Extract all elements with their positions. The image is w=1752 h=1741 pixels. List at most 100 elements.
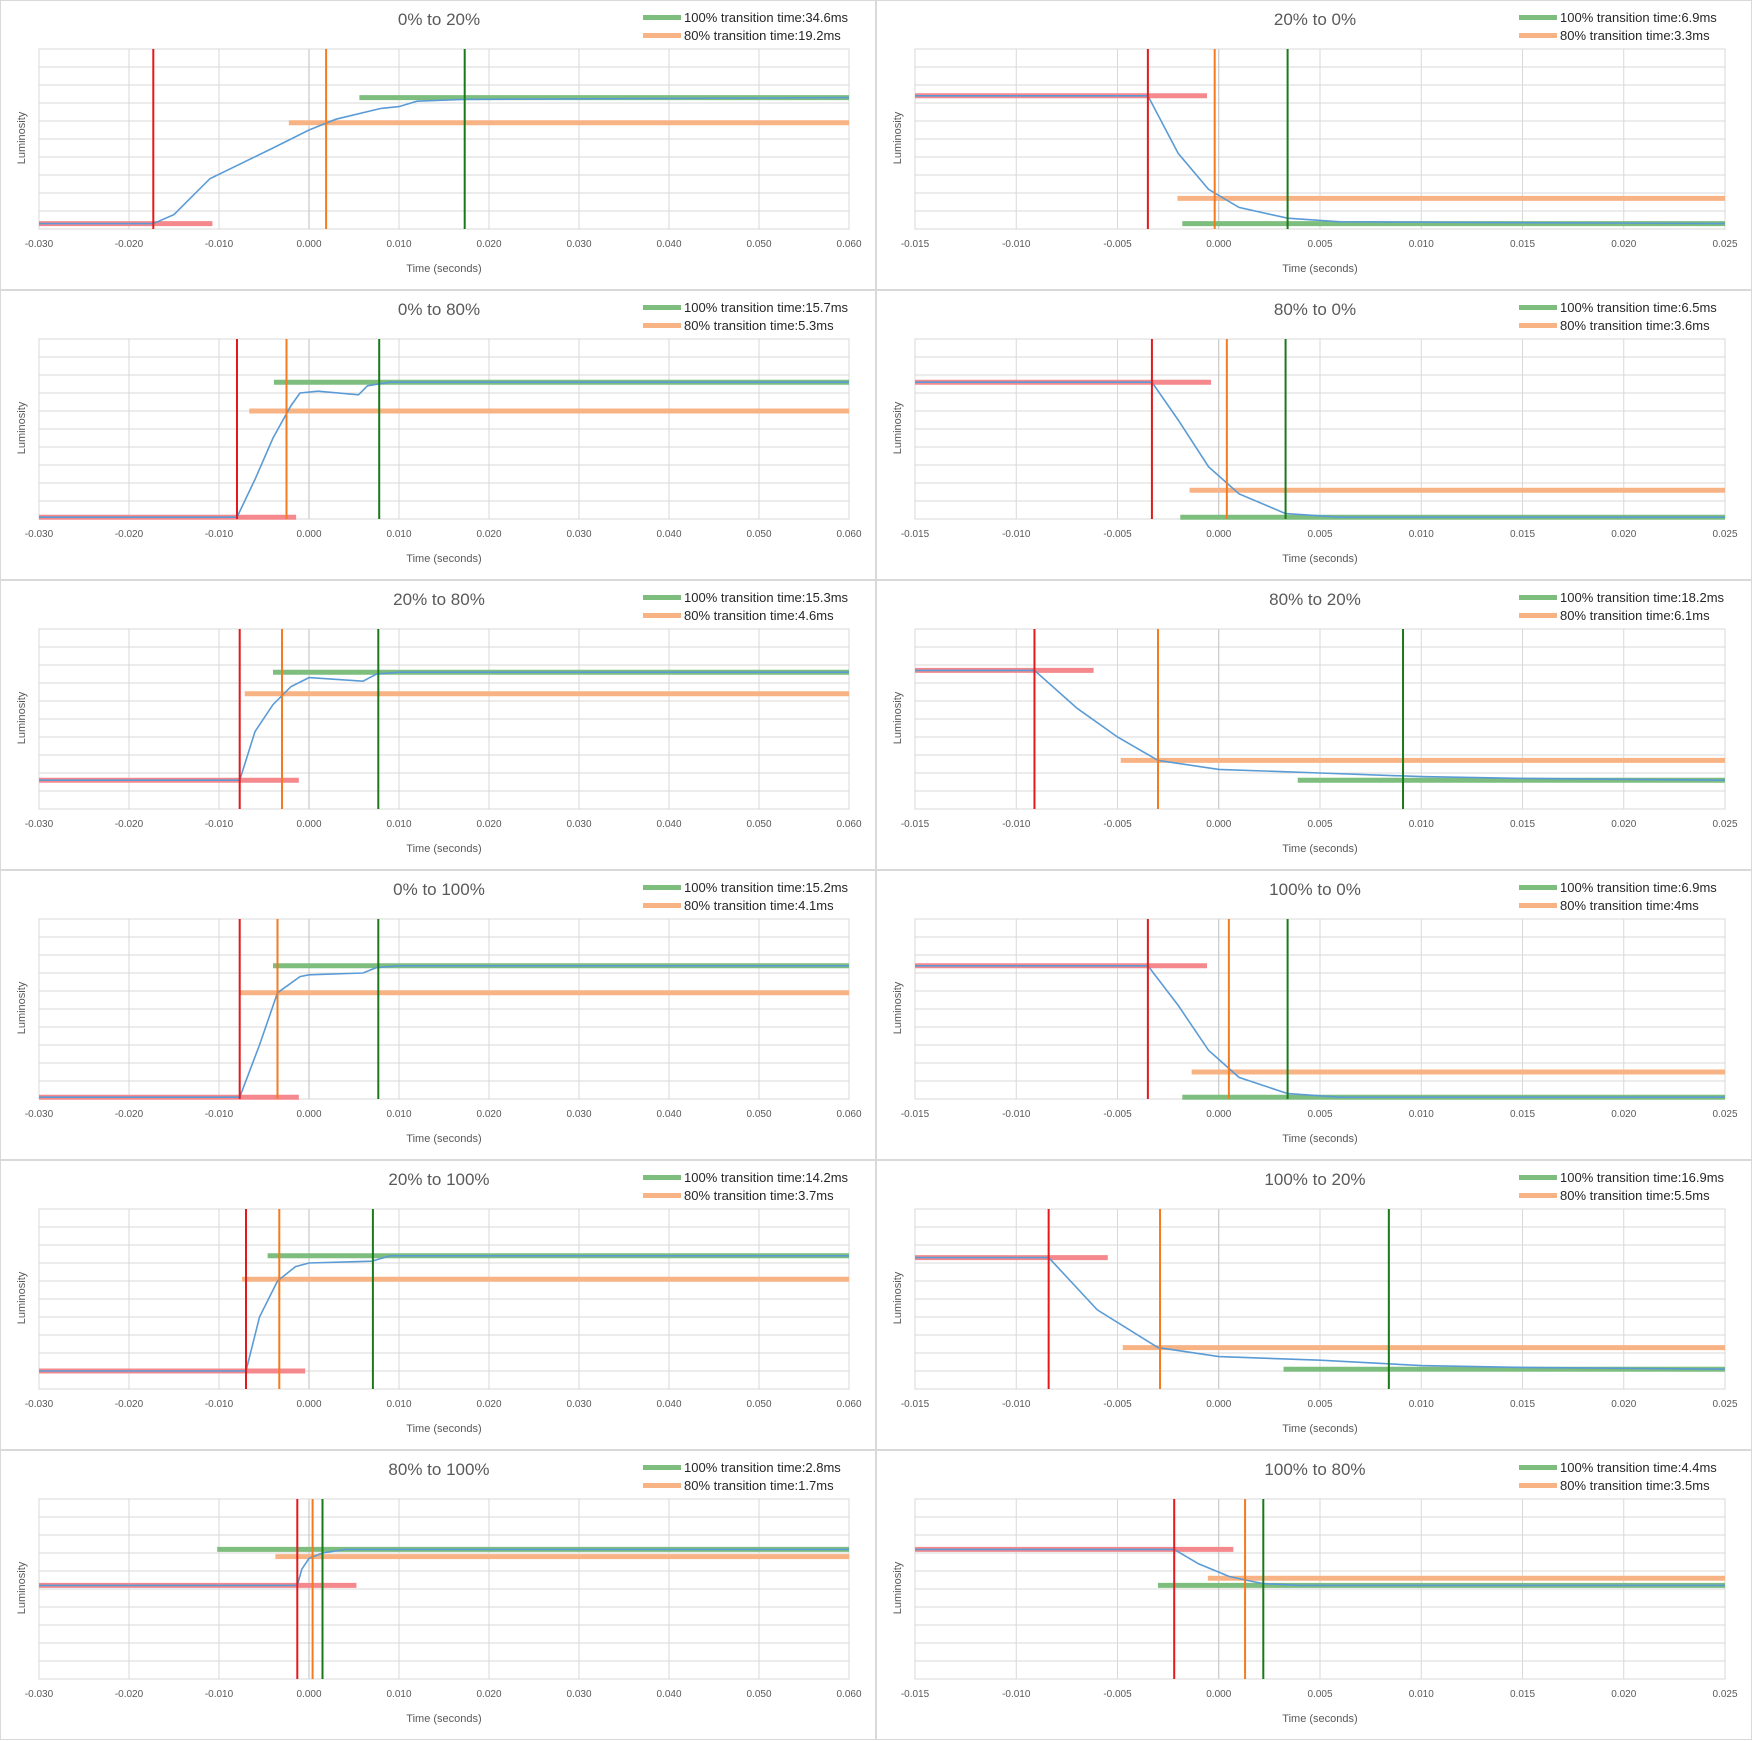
x-tick-label: 0.050 — [746, 819, 771, 830]
legend: 100% transition time: 16.9ms 80% transiti… — [1519, 1168, 1724, 1204]
x-tick-label: 0.030 — [566, 1689, 591, 1700]
chart-svg: -0.015 -0.010 -0.005 0.000 0.005 0.010 0.015 0.… — [901, 918, 1738, 1120]
x-tick-label: 0.030 — [566, 239, 591, 250]
legend-prefix: 80% transition time: — [684, 897, 799, 913]
x-tick-label: 0.025 — [1712, 239, 1737, 250]
x-tick-label: -0.020 — [115, 529, 144, 540]
legend-entry-t80: 80% transition time: 4.6ms — [643, 606, 848, 624]
x-tick-label: -0.005 — [1103, 529, 1132, 540]
legend-prefix: 100% transition time: — [684, 1169, 806, 1185]
legend: 100% transition time: 15.3ms 80% transiti… — [643, 588, 848, 624]
x-tick-label: -0.015 — [901, 1399, 930, 1410]
x-axis-label: Time (seconds) — [1282, 1713, 1358, 1725]
legend-swatch — [1519, 1192, 1557, 1198]
chart-title: 80% to 0% — [1273, 300, 1357, 319]
legend: 100% transition time: 6.9ms 80% transitio… — [1519, 8, 1717, 44]
x-tick-label: -0.030 — [25, 529, 54, 540]
x-tick-label: 0.015 — [1510, 1399, 1535, 1410]
x-tick-label: 0.000 — [1206, 1689, 1231, 1700]
x-tick-label: 0.000 — [296, 1399, 321, 1410]
x-tick-label: 0.010 — [386, 819, 411, 830]
legend-value: 4.6ms — [798, 607, 834, 623]
x-tick-label: 0.020 — [476, 1399, 501, 1410]
legend: 100% transition time: 18.2ms 80% transiti… — [1519, 588, 1724, 624]
x-tick-label: 0.040 — [656, 529, 681, 540]
legend-entry-t80: 80% transition time: 3.3ms — [1519, 26, 1717, 44]
x-tick-label: 0.020 — [1611, 819, 1636, 830]
x-tick-label: 0.015 — [1510, 819, 1535, 830]
x-tick-label: 0.015 — [1510, 529, 1535, 540]
x-tick-label: 0.060 — [836, 239, 861, 250]
chart-svg: -0.015 -0.010 -0.005 0.000 0.005 0.010 0.015 0.… — [901, 628, 1738, 830]
x-tick-label: 0.025 — [1712, 529, 1737, 540]
x-tick-label: 0.030 — [566, 1399, 591, 1410]
legend-value: 4.4ms — [1681, 1459, 1717, 1475]
legend-swatch — [1519, 322, 1557, 328]
legend: 100% transition time: 34.6ms 80% transiti… — [643, 8, 848, 44]
legend-value: 4ms — [1674, 897, 1699, 913]
legend-swatch — [643, 322, 681, 328]
x-tick-label: 0.020 — [476, 819, 501, 830]
y-axis-label: Luminosity — [892, 691, 904, 745]
x-tick-label: 0.010 — [386, 239, 411, 250]
chart-title: 100% to 20% — [1264, 1170, 1366, 1189]
x-axis-label: Time (seconds) — [406, 1713, 482, 1725]
x-tick-label: 0.015 — [1510, 239, 1535, 250]
x-tick-label: 0.050 — [746, 239, 771, 250]
x-tick-label: -0.010 — [205, 1109, 234, 1120]
chart-panel: -0.015 -0.010 -0.005 0.000 0.005 0.010 0.015 0.… — [876, 1160, 1752, 1450]
legend-entry-t80: 80% transition time: 6.1ms — [1519, 606, 1724, 624]
legend: 100% transition time: 14.2ms 80% transiti… — [643, 1168, 848, 1204]
plot-area — [38, 1498, 850, 1680]
x-tick-label: 0.060 — [836, 1109, 861, 1120]
x-tick-label: -0.005 — [1103, 1399, 1132, 1410]
x-tick-label: 0.000 — [296, 239, 321, 250]
plot-area — [38, 1208, 850, 1390]
chart-svg: -0.030 -0.020 -0.010 0.000 0.010 0.020 0.030 0.… — [25, 1208, 862, 1410]
legend-value: 5.5ms — [1674, 1187, 1710, 1203]
legend-value: 6.1ms — [1674, 607, 1710, 623]
legend: 100% transition time: 6.5ms 80% transitio… — [1519, 298, 1717, 334]
legend-entry-t100: 100% transition time: 2.8ms — [643, 1458, 841, 1476]
x-tick-label: 0.000 — [1206, 1399, 1231, 1410]
chart-svg: -0.030 -0.020 -0.010 0.000 0.010 0.020 0.030 0.… — [25, 628, 862, 830]
chart-title: 80% to 100% — [388, 1460, 490, 1479]
legend-prefix: 100% transition time: — [684, 879, 806, 895]
x-tick-label: -0.005 — [1103, 819, 1132, 830]
legend-entry-t100: 100% transition time: 6.5ms — [1519, 298, 1717, 316]
chart-panel: -0.015 -0.010 -0.005 0.000 0.005 0.010 0.015 0.… — [876, 0, 1752, 290]
chart-svg: -0.015 -0.010 -0.005 0.000 0.005 0.010 0.015 0.… — [901, 338, 1738, 540]
chart-title: 20% to 0% — [1273, 10, 1357, 29]
legend-swatch — [643, 14, 681, 20]
x-tick-label: 0.010 — [1409, 239, 1434, 250]
x-tick-label: 0.015 — [1510, 1689, 1535, 1700]
chart-title: 0% to 20% — [397, 10, 481, 29]
legend-entry-t100: 100% transition time: 15.7ms — [643, 298, 848, 316]
x-tick-label: 0.040 — [656, 1109, 681, 1120]
chart-title: 20% to 80% — [393, 590, 485, 609]
legend-entry-t100: 100% transition time: 18.2ms — [1519, 588, 1724, 606]
x-axis-label: Time (seconds) — [1282, 1423, 1358, 1435]
x-tick-label: -0.010 — [205, 529, 234, 540]
legend-value: 15.2ms — [805, 879, 849, 895]
x-tick-label: 0.010 — [386, 1109, 411, 1120]
x-axis-label: Time (seconds) — [406, 1423, 482, 1435]
x-axis-label: Time (seconds) — [1282, 1133, 1358, 1145]
x-tick-label: 0.030 — [566, 819, 591, 830]
legend-value: 6.5ms — [1681, 299, 1717, 315]
legend-swatch — [1519, 594, 1557, 600]
y-axis-label: Luminosity — [16, 1561, 28, 1615]
legend-prefix: 80% transition time: — [684, 317, 799, 333]
legend-prefix: 100% transition time: — [1560, 1169, 1682, 1185]
x-tick-label: -0.020 — [115, 239, 144, 250]
legend-entry-t100: 100% transition time: 4.4ms — [1519, 1458, 1717, 1476]
legend-value: 3.3ms — [1674, 27, 1710, 43]
legend-value: 1.7ms — [798, 1477, 834, 1493]
x-tick-label: -0.020 — [115, 1109, 144, 1120]
luminosity-curve — [915, 669, 1726, 781]
legend-entry-t80: 80% transition time: 4.1ms — [643, 896, 848, 914]
legend-prefix: 100% transition time: — [684, 9, 806, 25]
x-tick-label: -0.015 — [901, 1109, 930, 1120]
legend-value: 14.2ms — [805, 1169, 849, 1185]
